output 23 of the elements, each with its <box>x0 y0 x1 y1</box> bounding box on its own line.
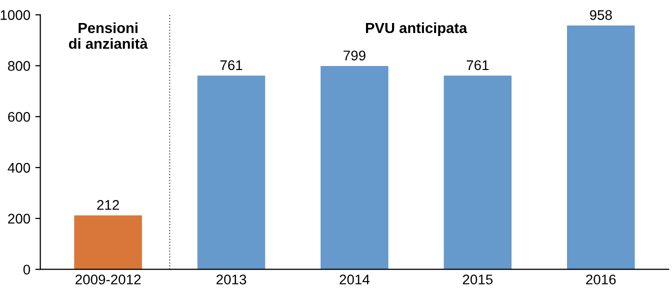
bar <box>74 215 142 270</box>
bar <box>567 25 635 270</box>
data-label: 761 <box>220 60 242 70</box>
x-tick-label: 2013 <box>216 274 246 284</box>
annotation: Pensioni di anzianità <box>68 22 148 49</box>
data-label: 212 <box>97 200 119 210</box>
y-tick-label: 600 <box>8 112 30 122</box>
bar <box>197 76 266 270</box>
y-tick-label: 0 <box>23 264 30 275</box>
y-tick-label: 800 <box>8 61 30 71</box>
data-label: 958 <box>590 10 612 20</box>
x-tick-label: 2009-2012 <box>76 274 141 284</box>
bar <box>320 66 388 270</box>
data-label: 761 <box>466 60 489 70</box>
data-label: 799 <box>344 50 366 60</box>
y-tick-label: 400 <box>8 162 30 173</box>
y-tick-label: 200 <box>8 214 30 224</box>
bar <box>444 76 512 270</box>
annotation: PVU anticipata <box>366 22 468 36</box>
x-tick-label: 2016 <box>586 274 616 284</box>
x-tick-label: 2014 <box>340 274 370 284</box>
y-tick-label: 1000 <box>0 10 30 20</box>
x-tick-label: 2015 <box>462 274 493 284</box>
